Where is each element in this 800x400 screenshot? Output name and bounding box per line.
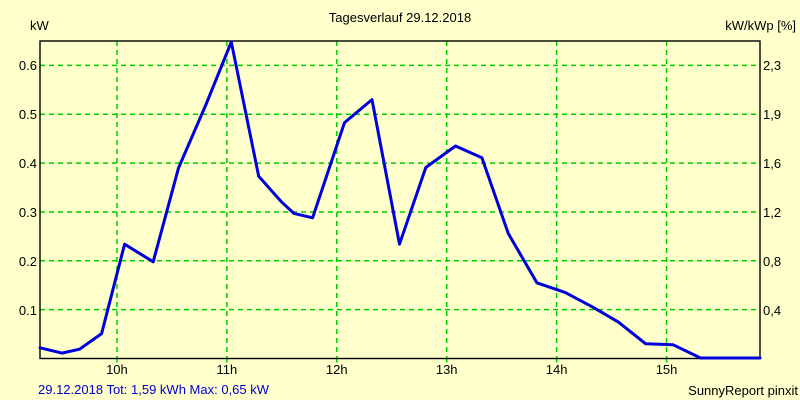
x-axis-tick-label: 13h	[435, 362, 458, 377]
x-axis-tick-label: 14h	[545, 362, 568, 377]
left-axis-unit-label: kW	[30, 18, 49, 33]
right-axis-unit-label: kW/kWp [%]	[725, 18, 796, 33]
right-axis-tick-label: 1,2	[763, 204, 782, 220]
left-axis-tick-label: 0.4	[18, 156, 37, 172]
left-axis-tick-label: 0.2	[18, 253, 37, 269]
right-axis-tick-label: 0,8	[763, 253, 782, 269]
power-curve	[38, 40, 762, 360]
right-axis-tick-label: 2,3	[763, 58, 782, 74]
right-axis-tick-label: 1,9	[763, 107, 782, 123]
right-axis-tick-label: 0,4	[763, 302, 782, 318]
x-axis-tick-label: 10h	[106, 362, 128, 377]
x-axis-tick-label: 12h	[325, 362, 348, 377]
chart-title: Tagesverlauf 29.12.2018	[328, 10, 472, 25]
right-axis-tick-label: 1,6	[763, 156, 782, 172]
x-axis-tick-label: 15h	[655, 362, 678, 377]
daily-summary-text: 29.12.2018 Tot: 1,59 kWh Max: 0,65 kW	[38, 382, 269, 397]
plot-border	[39, 40, 761, 360]
left-axis-tick-label: 0.6	[18, 58, 37, 74]
left-axis-tick-label: 0.1	[18, 302, 37, 318]
left-axis-tick-label: 0.3	[18, 204, 37, 220]
left-axis-tick-label: 0.5	[18, 107, 37, 123]
x-axis-tick-label: 11h	[216, 362, 238, 377]
branding-text: SunnyReport pinxit	[688, 383, 798, 398]
